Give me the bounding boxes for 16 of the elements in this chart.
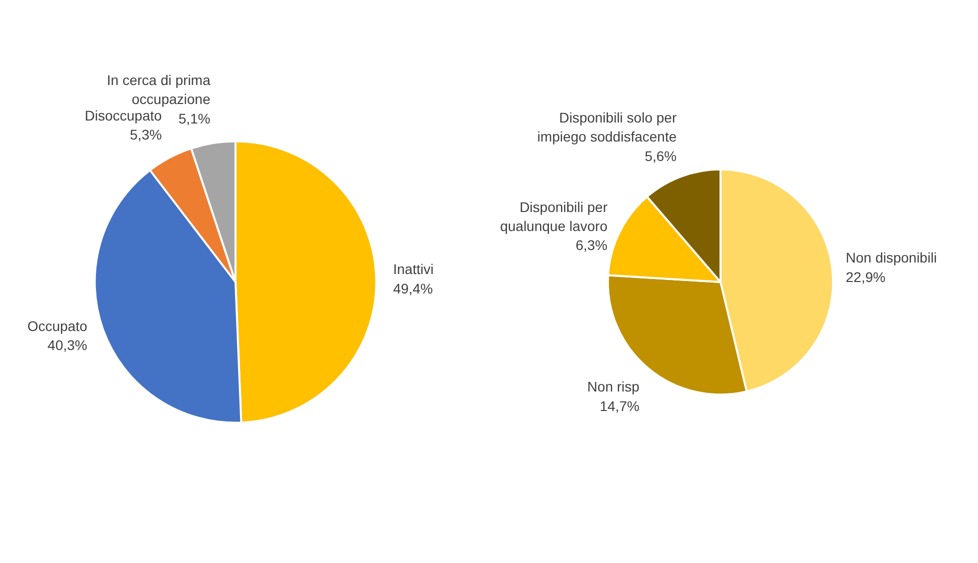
slice-label: Inattivi: [393, 261, 434, 278]
data-label: 5,6%: [644, 148, 677, 164]
slice-label: Occupato: [27, 318, 88, 334]
data-label: 6,3%: [576, 237, 608, 254]
slice-label: Disoccupato: [84, 107, 162, 124]
slice-label: Disponibili solo per impiego soddisfacente: [537, 109, 677, 145]
data-label: 40,3%: [48, 337, 88, 354]
data-label: 49,4%: [393, 280, 433, 296]
data-label: 5,3%: [130, 126, 162, 143]
data-label: 22,9%: [846, 268, 886, 285]
data-label: 5,1%: [178, 110, 210, 126]
slice-label: In cerca di prima occupazione: [106, 72, 211, 108]
data-label: 14,7%: [600, 398, 640, 414]
slice-label: Non risp: [587, 378, 640, 395]
slice-label: Non disponibili: [846, 250, 937, 266]
slice-label: Disponibili per qualunque lavoro: [500, 198, 608, 234]
